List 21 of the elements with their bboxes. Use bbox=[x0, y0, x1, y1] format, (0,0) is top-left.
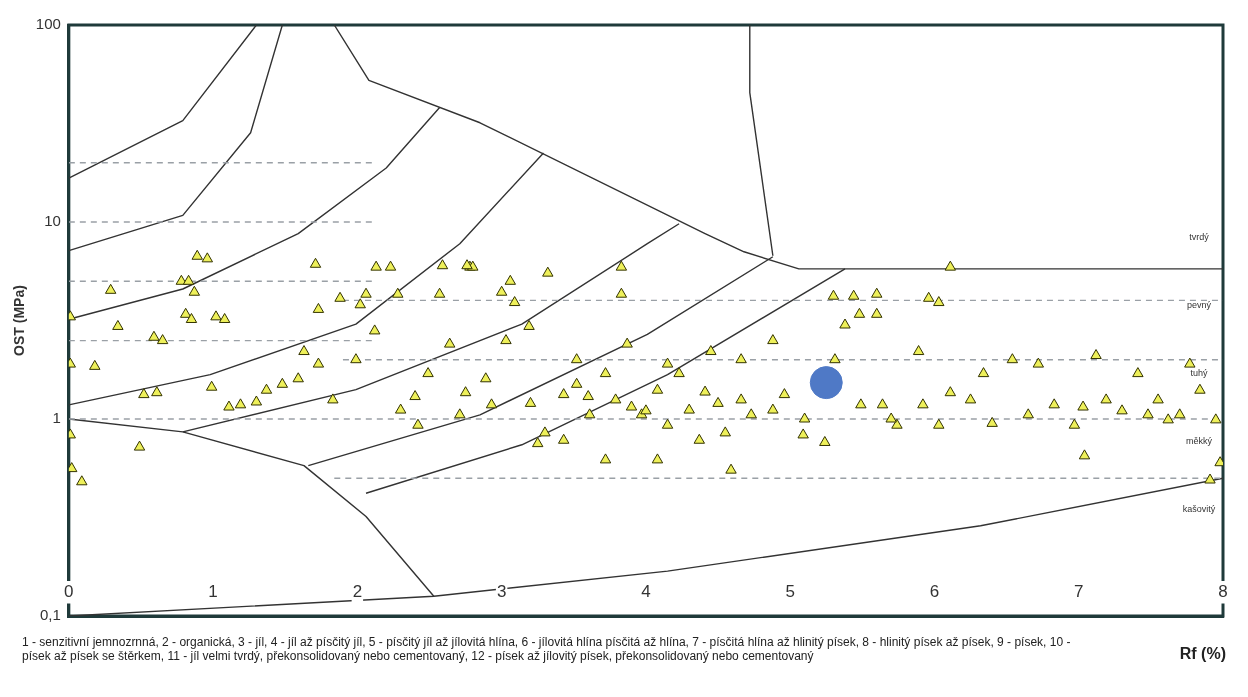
x-tick-label: 8 bbox=[1218, 581, 1228, 601]
y-axis-title: OST (MPa) bbox=[11, 285, 28, 356]
annotation: pevný bbox=[1186, 300, 1212, 311]
y-tick-label: 1 bbox=[52, 409, 61, 427]
x-tick-label: 1 bbox=[208, 581, 218, 601]
x-axis-title: Rf (%) bbox=[1179, 645, 1227, 663]
x-tick-label: 7 bbox=[1073, 581, 1084, 601]
x-tick-label: 5 bbox=[785, 581, 795, 601]
x-tick-label: 0 bbox=[64, 581, 74, 601]
annotation: měkký bbox=[1185, 436, 1213, 447]
annotation: kašovitý bbox=[1182, 504, 1216, 515]
y-tick-label: 100 bbox=[35, 15, 61, 33]
y-tick-label: 0,1 bbox=[39, 606, 61, 624]
annotation: tuhý bbox=[1190, 368, 1208, 379]
annotation: tvrdý bbox=[1189, 232, 1210, 243]
x-tick-label: 4 bbox=[641, 581, 651, 601]
x-tick-label: 2 bbox=[352, 581, 363, 601]
text: 1 - senzitivní jemnozrnná, 2 - organická, 3 - jíl, 4 - jíl až písčitý jíl, 5 - písčitý jíl až jílovitá hlína, 6 - jílovitá hlína písčitá až hlína, 7 - písčitá hlína až hlinitý písek, 8 - hlinitý písek až písek, 9 - písek, 10 - písek až písek se štěrkem, 11 - jíl velmi tvrdý, překonsolidovaný nebo cementovaný, 12 - písek až jílovitý písek, překonsolidovaný nebo cementovaný bbox=[22, 635, 1071, 663]
x-tick-label: 6 bbox=[929, 581, 940, 601]
x-tick-label: 3 bbox=[496, 581, 507, 601]
y-tick-label: 10 bbox=[44, 212, 61, 230]
